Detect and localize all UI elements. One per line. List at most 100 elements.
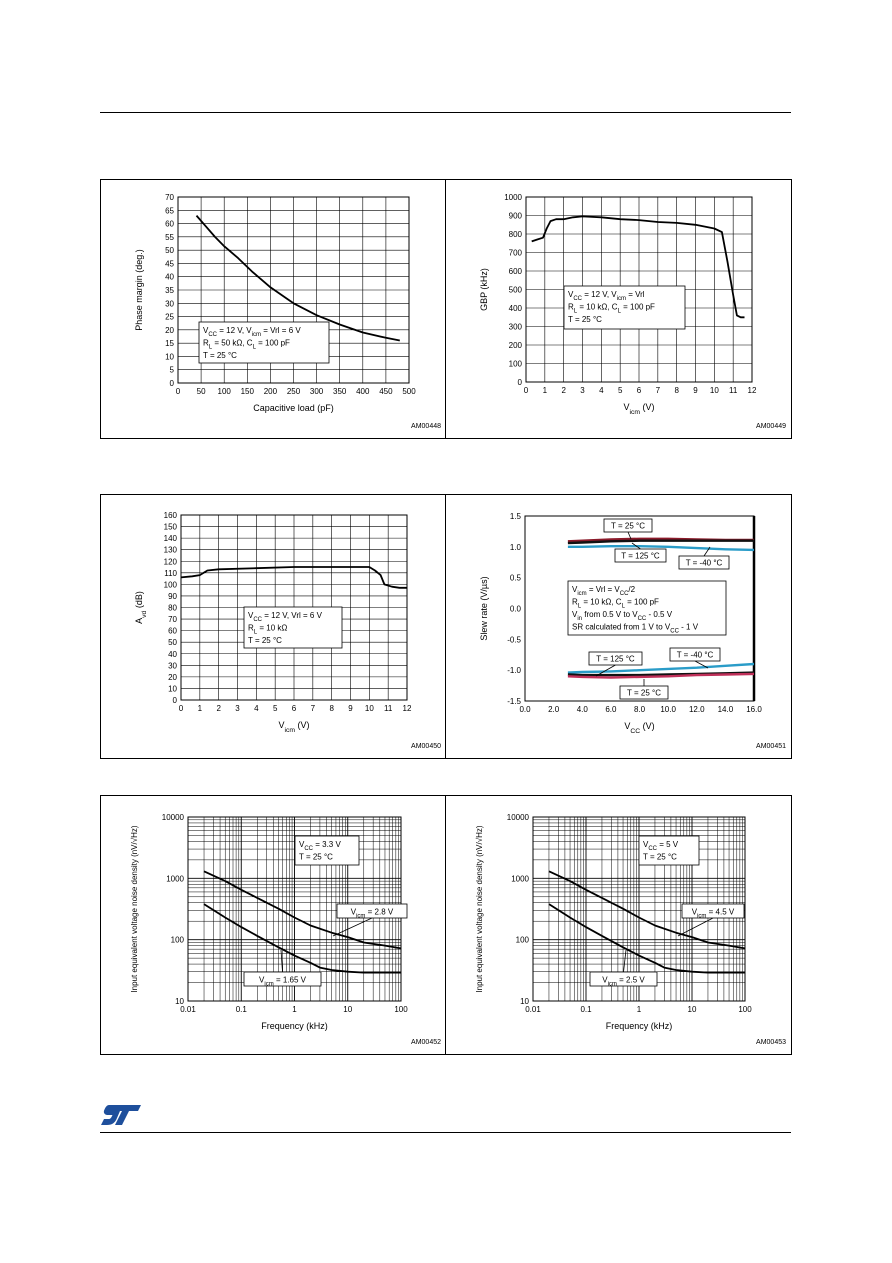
conditions-text: Vicm = Vrl = VCC/2	[572, 585, 636, 597]
x-tick-label: 9	[693, 386, 698, 395]
plot-frame	[525, 196, 753, 383]
x-tick-label: 400	[356, 387, 370, 396]
label-arrow	[694, 660, 709, 669]
series-label: Vicm = 4.5 V	[692, 908, 735, 920]
conditions-text: T = 25 °C	[568, 315, 602, 324]
series-label: T = 25 °C	[611, 522, 645, 531]
figure-code: AM00452	[411, 1039, 441, 1046]
series-label-box	[678, 555, 730, 570]
conditions-box	[638, 835, 700, 866]
x-tick-label: 2.0	[548, 705, 560, 714]
x-tick-label: 10	[688, 1005, 697, 1014]
y-tick-label: 90	[168, 592, 177, 601]
y-tick-label: 45	[165, 259, 174, 268]
x-tick-label: 0.01	[525, 1005, 541, 1014]
y-tick-label: 60	[165, 220, 174, 229]
series-line	[567, 545, 755, 552]
series-line	[180, 566, 407, 589]
series-line	[203, 903, 401, 974]
conditions-text: RL = 50 kΩ, CL = 100 pF	[203, 339, 290, 351]
y-tick-label: 20	[168, 673, 177, 682]
y-axis-label: GBP (kHz)	[479, 268, 489, 311]
series-line	[548, 903, 745, 974]
y-tick-label: 1000	[511, 874, 529, 883]
y-tick-label: 1000	[504, 193, 522, 202]
x-tick-label: 8	[674, 386, 679, 395]
x-tick-label: 450	[379, 387, 393, 396]
y-tick-label: 900	[509, 212, 523, 221]
x-tick-label: 0	[524, 386, 529, 395]
conditions-box	[294, 835, 360, 866]
series-line	[567, 662, 755, 674]
x-tick-label: 0.1	[236, 1005, 248, 1014]
x-tick-label: 10	[710, 386, 719, 395]
plot-frame	[532, 816, 746, 1002]
y-tick-label: 10	[175, 997, 184, 1006]
x-tick-label: 8	[329, 704, 334, 713]
label-arrow	[623, 949, 627, 973]
x-tick-label: 1	[292, 1005, 297, 1014]
y-tick-label: -0.5	[507, 635, 521, 644]
x-tick-label: 1	[543, 386, 548, 395]
series-label: Vicm = 1.65 V	[259, 976, 307, 988]
label-arrow	[703, 546, 711, 557]
x-tick-label: 12	[403, 704, 412, 713]
series-label-box	[336, 903, 408, 919]
conditions-text: Vin from 0.5 V to VCC - 0.5 V	[572, 610, 673, 622]
y-axis-label-group: Input equivalent voltage noise density (…	[475, 825, 484, 992]
st-logo	[100, 1104, 142, 1131]
conditions-text: T = 25 °C	[643, 853, 677, 862]
y-tick-label: 60	[168, 627, 177, 636]
y-tick-label: 70	[165, 193, 174, 202]
y-tick-label: 400	[509, 304, 523, 313]
series-label: T = -40 °C	[677, 651, 714, 660]
x-tick-label: 50	[197, 387, 206, 396]
plot-frame	[180, 514, 408, 701]
x-tick-label: 4	[599, 386, 604, 395]
y-tick-label: 25	[165, 313, 174, 322]
x-tick-label: 250	[287, 387, 301, 396]
y-tick-label: 120	[164, 557, 178, 566]
x-tick-label: 2	[561, 386, 566, 395]
x-tick-label: 0.0	[519, 705, 531, 714]
x-axis-label: Frequency (kHz)	[261, 1021, 328, 1031]
y-tick-label: 800	[509, 230, 523, 239]
conditions-text: RL = 10 kΩ	[248, 624, 287, 636]
x-tick-label: 14.0	[718, 705, 734, 714]
x-tick-label: 4.0	[577, 705, 589, 714]
x-tick-label: 2	[216, 704, 221, 713]
y-tick-label: 200	[509, 341, 523, 350]
x-tick-label: 10	[343, 1005, 352, 1014]
conditions-text: VCC = 12 V, Vicm = Vrl	[568, 290, 645, 302]
conditions-text: T = 25 °C	[248, 636, 282, 645]
conditions-text: T = 25 °C	[203, 351, 237, 360]
conditions-box	[198, 321, 330, 364]
label-arrow	[595, 664, 616, 677]
figure-code: AM00448	[411, 423, 441, 430]
y-tick-label: 1.5	[510, 512, 522, 521]
y-tick-label: 110	[164, 569, 177, 578]
y-tick-label: 70	[168, 615, 177, 624]
chart-panel-noise-3v3: 0.01 0.1 1 10 100 10 100 1000 10000 Frequency (kH…	[100, 795, 446, 1055]
plot-frame	[524, 515, 755, 702]
series-label-box	[614, 548, 667, 563]
y-tick-label: 15	[165, 339, 174, 348]
y-tick-label: 40	[168, 650, 177, 659]
series-label-box	[681, 903, 745, 919]
y-tick-label: 0	[173, 696, 178, 705]
x-tick-label: 100	[738, 1005, 752, 1014]
y-axis-label-group: Slew rate (V/µs)	[479, 576, 489, 640]
x-tick-label: 5	[273, 704, 278, 713]
y-axis-label: Input equivalent voltage noise density (…	[130, 825, 139, 992]
x-tick-label: 1	[637, 1005, 642, 1014]
series-label-box	[243, 971, 322, 987]
y-tick-label: 1.0	[510, 543, 522, 552]
x-axis-label: Vicm (V)	[278, 720, 309, 734]
y-axis-label-group: Input equivalent voltage noise density (…	[130, 825, 139, 992]
y-tick-label: 0.0	[510, 605, 522, 614]
series-line	[567, 672, 755, 679]
y-tick-label: 0	[170, 379, 175, 388]
chart-panel-gbp: 0 1 2 3 4 5 6 7 8 9 10 11 12 0 100 200 300 400 500 600 700 80…	[445, 179, 792, 439]
x-tick-label: 8.0	[634, 705, 646, 714]
y-tick-label: 5	[170, 366, 175, 375]
